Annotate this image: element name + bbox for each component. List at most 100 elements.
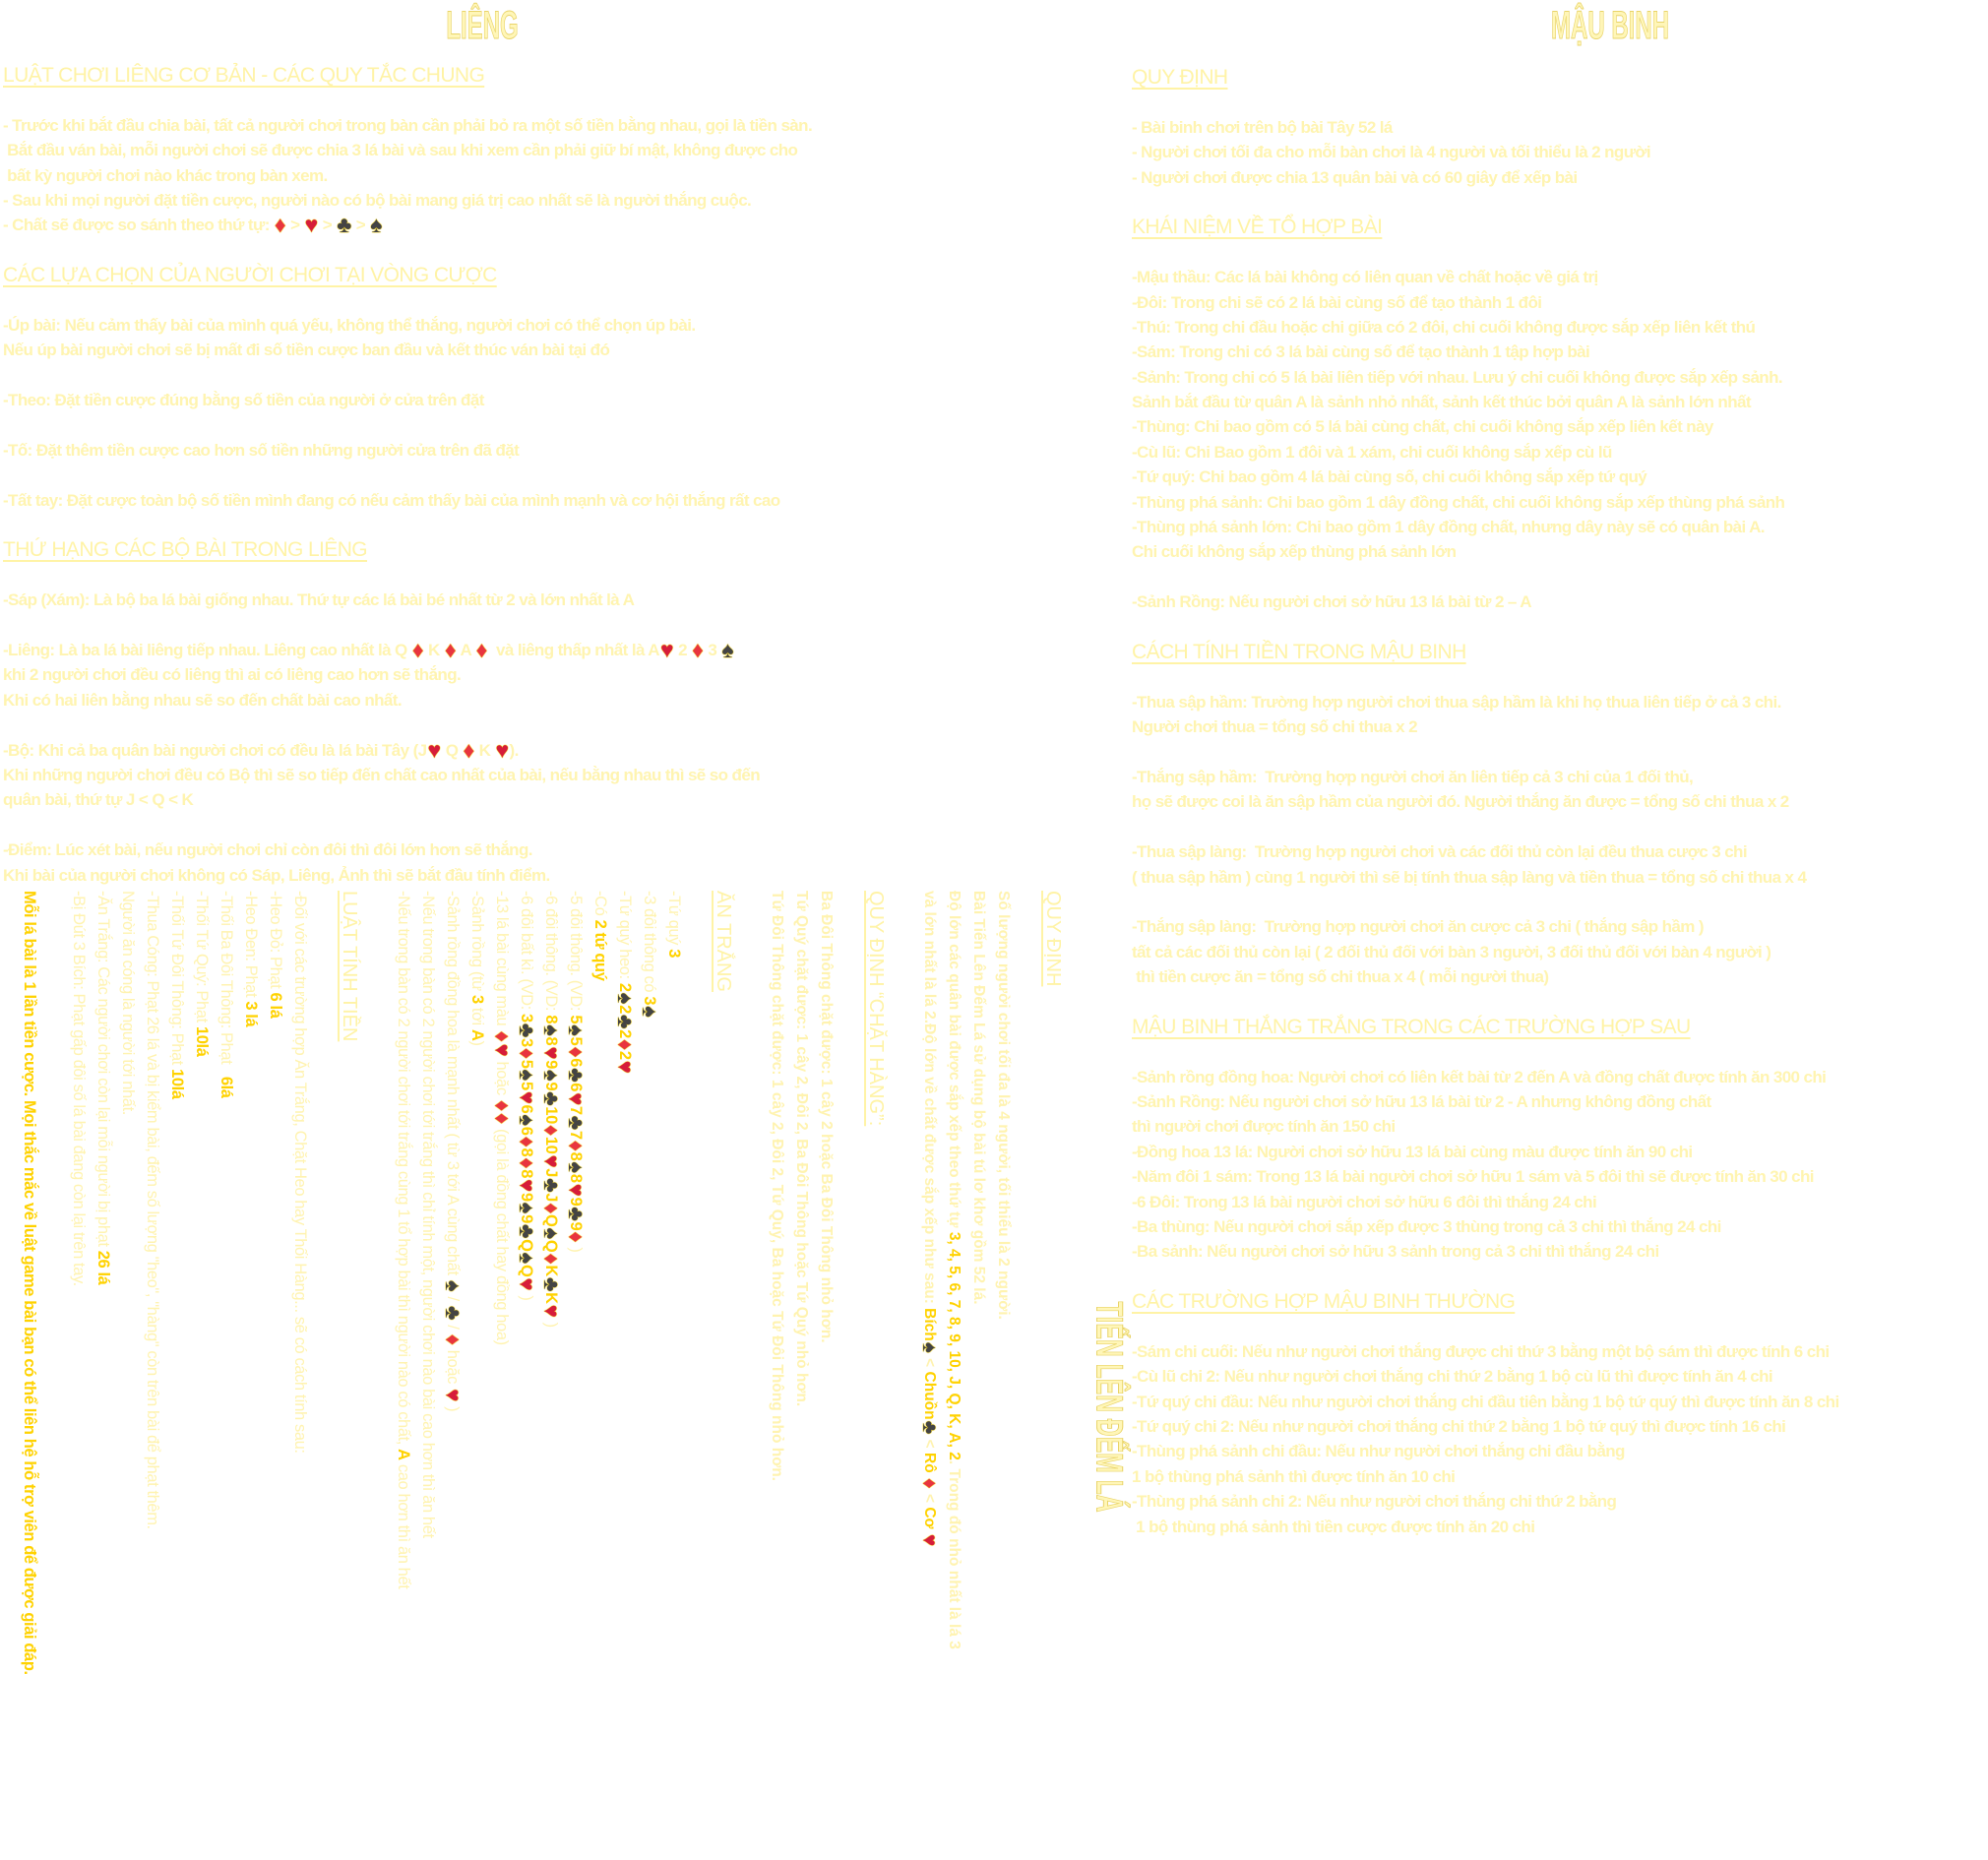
rules-line: - Người chơi được chia 13 quân bài và có… — [1132, 165, 1839, 190]
text-segment: tất cả các đối thủ còn lại ( 2 đối thủ đ… — [1132, 942, 1771, 961]
text-segment: Bài Tiến Lên Đếm Lá sử dụng bộ bài tú lơ… — [970, 891, 987, 1305]
rules-line: Người chơi thua = tổng số chi thua x 2 — [1132, 714, 1839, 739]
rules-line: -Sảnh rồng (từ 3 tới A) — [465, 891, 489, 1860]
highlighted-text: 3 — [518, 1013, 535, 1023]
section-heading: CÁC LỰA CHỌN CỦA NGƯỜI CHƠI TẠI VÒNG CƯỢ… — [3, 264, 497, 287]
section-heading: MẬU BINH THẮNG TRẮNG TRONG CÁC TRƯỜNG HỢ… — [1132, 1015, 1691, 1038]
text-segment: -Thua Cóng: Phạt 26 lá và bị kiểm bài, đ… — [144, 891, 161, 1529]
rules-line: Sảnh bắt đầu từ quân A là sảnh nhỏ nhất,… — [1132, 390, 1839, 414]
highlighted-text: J — [542, 1168, 560, 1178]
rules-paragraph: -Sám chi cuối: Nếu như người chơi thắng … — [1132, 1339, 1839, 1539]
highlighted-text: 6 — [518, 1126, 535, 1136]
text-segment: và lớn nhất là lá 2.Độ lớn về chất được … — [921, 891, 938, 1309]
text-segment: -Nếu trong bàn có 2 người chơi tới trắng… — [395, 891, 412, 1450]
rules-line: -Thùng phá sảnh chi 2: Nếu như người chơ… — [1132, 1489, 1839, 1514]
rules-line: tất cả các đối thủ còn lại ( 2 đối thủ đ… — [1132, 940, 1839, 964]
text-segment: - Trước khi bắt đầu chia bài, tất cả ngư… — [3, 115, 813, 135]
highlighted-text: 6 — [567, 1058, 585, 1068]
highlighted-text: 2 — [616, 1029, 634, 1038]
rules-section: KHÁI NIỆM VỀ TỔ HỢP BÀI -Mậu thầu: Các lá… — [1132, 215, 1839, 614]
rules-line: -Tứ quý: Chi bao gồm 4 lá bài cùng số, c… — [1132, 465, 1839, 489]
rules-line: -Tất tay: Đặt cược toàn bộ số tiền mình … — [3, 488, 812, 513]
rules-line: khi 2 người chơi đều có liêng thì ai có … — [3, 662, 812, 687]
highlighted-text: 8 — [542, 1036, 560, 1046]
text-segment: Bắt đầu ván bài, mỗi người chơi sẽ được … — [3, 141, 798, 160]
text-segment: 2 — [674, 640, 692, 659]
text-segment: và liêng thấp nhất là A — [487, 640, 660, 659]
rules-line: -Sáp (Xám): Là bộ ba lá bài giống nhau. … — [3, 588, 812, 612]
text-segment: -Ăn Trắng: Các người chơi còn lại mỗi ng… — [94, 891, 112, 1251]
rules-line: -Năm đôi 1 sám: Trong 13 lá bài người ch… — [1132, 1164, 1839, 1189]
text-segment: -Thối Ba Đôi Thông: Phạt — [217, 891, 235, 1077]
highlighted-text: Mỗi lá bài là 1 lần tiền cược. Mọi thắc … — [21, 891, 38, 1675]
text-segment: quân bài, thứ tự J < Q < K — [3, 790, 194, 810]
rules-line: -Đối với các trường hợp Ăn Trắng, Chặt H… — [287, 891, 312, 1860]
highlighted-text: 10lá — [168, 1069, 186, 1099]
rules-section: LUẬT CHƠI LIÊNG CƠ BẢN - CÁC QUY TẮC CHU… — [3, 63, 813, 238]
text-segment: -Cù lũ: Chi Bao gồm 1 đôi và 1 xám, chi … — [1132, 442, 1612, 462]
highlighted-text: 9 — [542, 1060, 560, 1069]
highlighted-text: 9 — [567, 1197, 585, 1207]
text-segment: > — [318, 216, 337, 235]
rules-line: -Điểm: Lúc xét bài, nếu người chơi chỉ c… — [3, 837, 812, 862]
text-segment: - Sau khi mọi người đặt tiền cược, người… — [3, 190, 752, 210]
rules-line: -13 lá bài cùng màu ♦♥ hoặc ♦♦ (gọi là đ… — [490, 891, 515, 1345]
text-segment: khi 2 người chơi đều có liêng thì ai có … — [3, 665, 462, 685]
rules-section: QUY ĐỊNH Số lượng người chơi tối đa là 4 … — [917, 891, 1065, 1860]
highlighted-text: 3 lá — [242, 1001, 260, 1027]
rules-line: -Liêng: Là ba lá bài liêng tiếp nhau. Li… — [3, 636, 734, 662]
text-segment: -Sảnh Rồng: Nếu người chơi sở hữu 13 lá … — [1132, 592, 1532, 612]
text-segment: -Ba thùng: Nếu người chơi sắp xếp được 3… — [1132, 1216, 1721, 1236]
lieng-title: LIÊNG — [446, 4, 519, 48]
text-segment: K — [474, 740, 495, 760]
text-segment: -Sảnh rồng (từ — [468, 891, 486, 995]
text-segment: K — [423, 640, 444, 659]
highlighted-text: 8 — [518, 1169, 535, 1179]
highlighted-text: 7 — [567, 1130, 585, 1140]
rules-line: -Tứ quý chi đầu: Nếu như người chơi thắn… — [1132, 1390, 1839, 1414]
highlighted-text: 6 lá — [267, 992, 284, 1019]
rules-line: -Thối Ba Đôi Thông: Phạt 6lá — [214, 891, 238, 1860]
text-segment: / — [444, 1321, 462, 1333]
rules-line: -Thùng phá sảnh: Chi bao gồm 1 dây đồng … — [1132, 490, 1839, 515]
section-heading: QUY ĐỊNH — [1132, 66, 1228, 89]
rules-line: quân bài, thứ tự J < Q < K — [3, 787, 812, 812]
highlighted-text: 8 — [542, 1015, 560, 1024]
rules-line: -Sảnh Rồng: Nếu người chơi sở hữu 13 lá … — [1132, 589, 1839, 614]
text-segment: -Điểm: Lúc xét bài, nếu người chơi chỉ c… — [3, 840, 532, 860]
text-segment: - Người chơi tối đa cho mỗi bàn chơi là … — [1132, 143, 1651, 162]
rules-line: -Heo Đỏ: Phạt 6 lá — [263, 891, 287, 1860]
rules-line: Khi có hai liên bằng nhau sẽ so đến chất… — [3, 688, 812, 713]
rules-line: -6 đôi bất kì. (VD: 3♣3♦5♠5♥6♠6♦8♦8♥9♠9♣… — [515, 891, 539, 1301]
text-segment: -Tất tay: Đặt cược toàn bộ số tiền mình … — [3, 490, 780, 510]
highlighted-text: 3 — [468, 994, 486, 1004]
text-segment: 1 bộ thùng phá sảnh thì được tính ăn 10 … — [1132, 1466, 1456, 1486]
rules-paragraph: -Tất tay: Đặt cược toàn bộ số tiền mình … — [3, 488, 812, 513]
rules-section: QUY ĐỊNH “CHẶT HÀNG”: Ba Đôi Thông chặt đ… — [765, 891, 888, 1860]
text-segment: -Năm đôi 1 sám: Trong 13 lá bài người ch… — [1132, 1167, 1815, 1187]
text-segment: ) — [468, 1040, 486, 1046]
rules-paragraph: -Mậu thầu: Các lá bài không có liên quan… — [1132, 265, 1839, 565]
rules-line: Số lượng người chơi tối đa là 4 người, t… — [991, 891, 1016, 1860]
text-segment: -13 lá bài cùng màu — [493, 891, 511, 1030]
text-segment: thì người chơi được tính ăn 150 chi — [1132, 1117, 1396, 1137]
text-segment: < — [921, 1435, 938, 1454]
text-segment: Ba Đôi Thông chặt được: 1 cây 2 hoặc Ba … — [818, 891, 835, 1343]
text-segment: / — [444, 1292, 462, 1305]
text-segment: -Theo: Đặt tiền cược đúng bằng số tiền c… — [3, 391, 484, 410]
highlighted-text: 5 — [567, 1036, 585, 1046]
text-segment: Người chơi thua = tổng số chi thua x 2 — [1132, 717, 1418, 737]
text-segment: > — [286, 216, 304, 235]
rules-line: -Cù lũ chi 2: Nếu như người chơi thắng c… — [1132, 1364, 1839, 1389]
rules-line: -Cù lũ: Chi Bao gồm 1 đôi và 1 xám, chi … — [1132, 440, 1839, 465]
section-heading: QUY ĐỊNH “CHẶT HÀNG”: — [865, 891, 887, 1127]
text-segment: tới — [468, 1003, 486, 1029]
rules-line: -5 đôi thông. (VD: 5♠5♦6♣6♥7♣7♦8♠8♥9♣9♦ … — [564, 891, 589, 1253]
highlighted-text: 2 tứ quý — [591, 919, 609, 981]
rules-section: LUẬT TÍNH TIỀN -Đối với các trường hợp Ăn… — [17, 891, 361, 1860]
rules-line: -Thắng sập hầm: Trường hợp người chơi ăn… — [1132, 765, 1839, 789]
highlighted-text: 3 — [641, 996, 658, 1006]
text-segment: thì tiền cược ăn = tổng số chi thua x 4 … — [1132, 967, 1549, 987]
text-segment: Q — [441, 740, 463, 760]
text-segment: -Úp bài: Nếu cảm thấy bài của mình quá y… — [3, 315, 696, 335]
